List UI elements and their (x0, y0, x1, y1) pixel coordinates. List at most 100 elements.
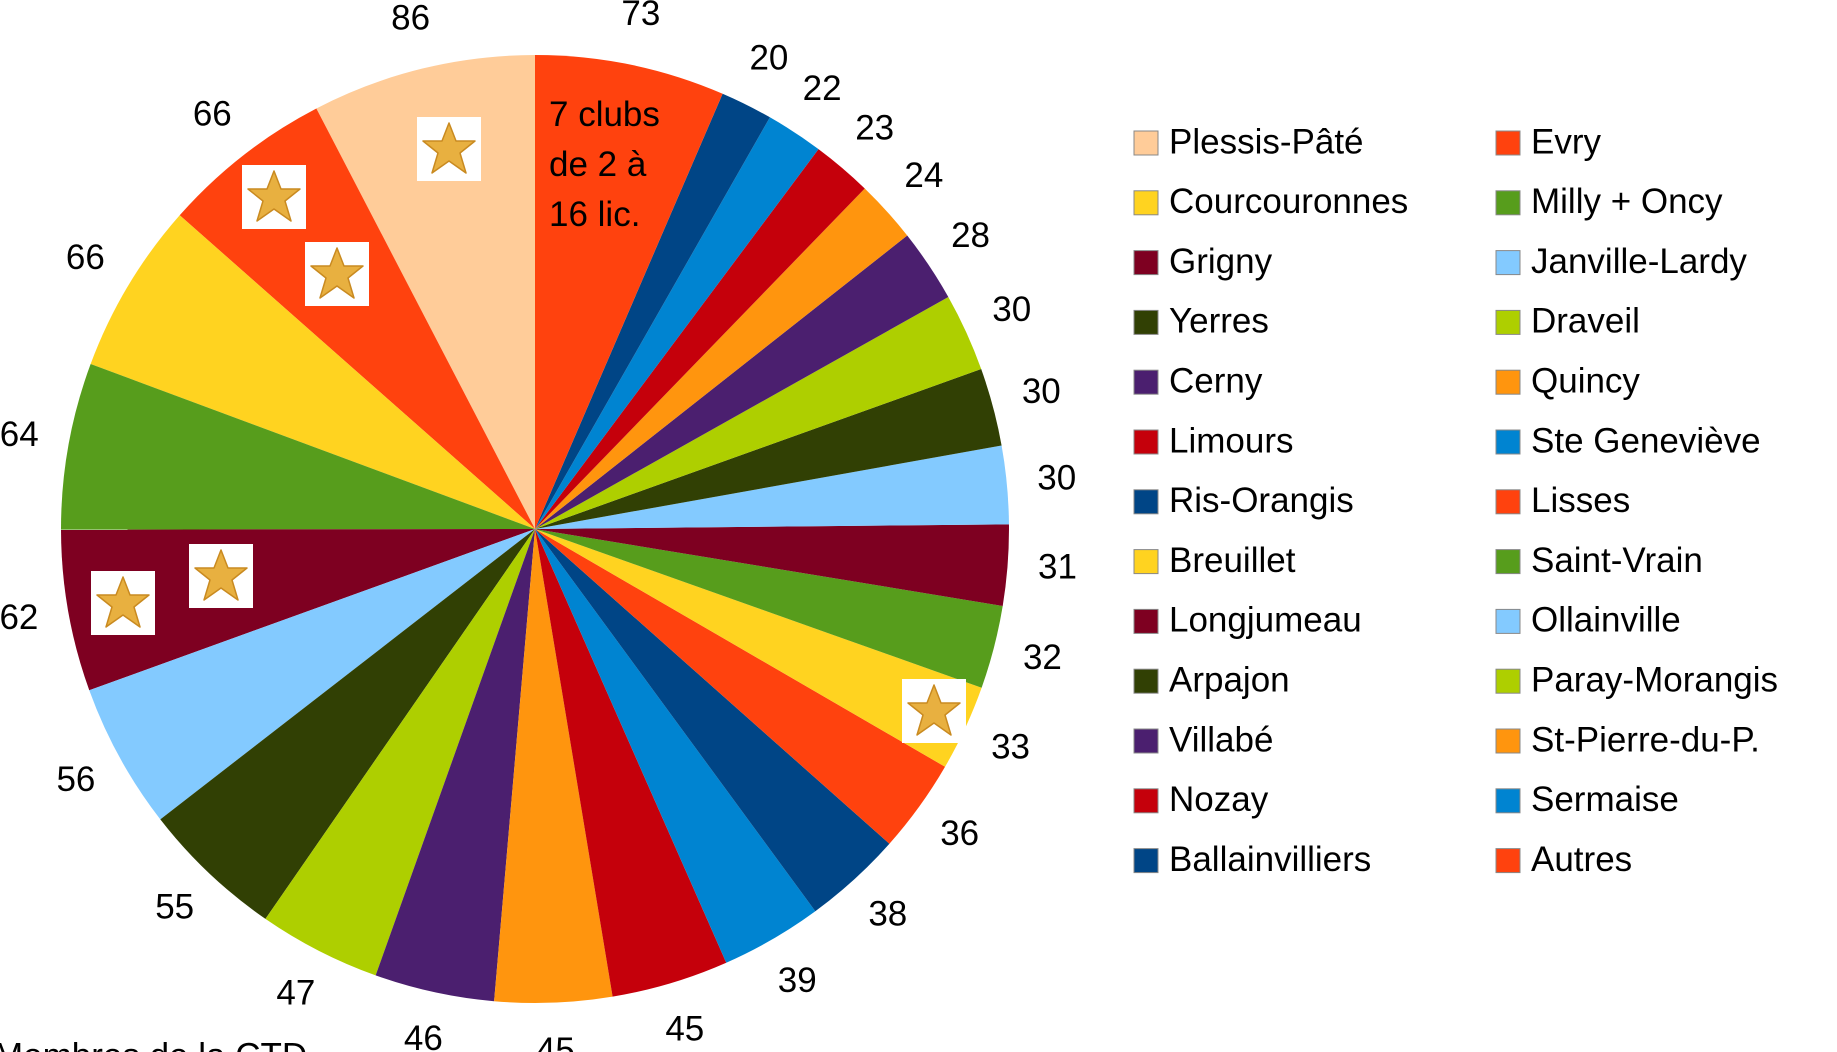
legend-swatch (1133, 848, 1159, 874)
star-icon (901, 678, 967, 744)
legend-label: Autres (1531, 840, 1632, 879)
star-icon (304, 241, 370, 307)
pie-slice (535, 188, 908, 529)
data-label: 39 (778, 961, 817, 1000)
data-label: 30 (1022, 372, 1061, 411)
legend-label: Plessis-Pâté (1169, 122, 1364, 161)
legend-swatch (1133, 309, 1159, 335)
legend-label: Yerres (1169, 302, 1269, 341)
legend-label: Ris-Orangis (1169, 481, 1354, 520)
pie-slice (265, 529, 535, 976)
pie-slice (375, 529, 535, 1002)
pie-slice (160, 529, 535, 919)
pie-slice (535, 445, 1009, 529)
legend-label: Evry (1531, 122, 1602, 161)
legend-swatch (1133, 250, 1159, 276)
pie-slice (535, 529, 727, 997)
data-label: 73 (621, 0, 660, 33)
pie-slice (61, 529, 536, 691)
legend-label: Draveil (1531, 302, 1640, 341)
annotation-line: de 2 à (549, 145, 647, 184)
footnote: Membres de la CTD (0, 1036, 307, 1052)
data-label: 24 (904, 156, 943, 195)
legend-label: Longjumeau (1169, 601, 1362, 640)
legend-swatch (1495, 429, 1521, 455)
legend-label: Ollainville (1531, 601, 1681, 640)
data-label: 20 (749, 38, 788, 77)
legend-label: Ballainvilliers (1169, 840, 1371, 879)
pie-slice (535, 93, 770, 529)
data-label: 36 (940, 814, 979, 853)
legend-label: Cerny (1169, 361, 1263, 400)
legend-label: Ste Geneviève (1531, 421, 1761, 460)
legend-swatch (1495, 130, 1521, 156)
legend-swatch (1495, 190, 1521, 216)
legend-label: Quincy (1531, 361, 1640, 400)
legend-swatch (1495, 489, 1521, 515)
pie-slice (535, 529, 816, 963)
data-label: 46 (404, 1019, 443, 1052)
legend-label: Breuillet (1169, 541, 1296, 580)
legend-label: Saint-Vrain (1531, 541, 1703, 580)
legend-swatch (1133, 728, 1159, 754)
star-icon (90, 570, 156, 636)
legend-label: Limours (1169, 421, 1293, 460)
data-label: 33 (991, 727, 1030, 766)
legend-label: Milly + Oncy (1531, 182, 1723, 221)
legend-label: Lisses (1531, 481, 1630, 520)
legend-label: Villabé (1169, 720, 1273, 759)
annotation-line: 7 clubs (549, 95, 660, 134)
legend-swatch (1133, 489, 1159, 515)
data-label: 86 (391, 0, 430, 37)
data-label: 23 (855, 108, 894, 147)
legend-swatch (1495, 369, 1521, 395)
data-label: 30 (1037, 458, 1076, 497)
data-label: 22 (803, 69, 842, 108)
data-label: 28 (951, 216, 990, 255)
pie-slice (494, 529, 613, 1003)
legend-swatch (1133, 549, 1159, 575)
star-icon (188, 543, 254, 609)
pie-slice (61, 364, 535, 530)
legend-swatch (1133, 369, 1159, 395)
data-label: 45 (536, 1031, 575, 1052)
pie-slice (90, 215, 536, 529)
pie-slice (535, 524, 1009, 606)
data-label: 47 (276, 974, 315, 1013)
legend-swatch (1495, 608, 1521, 634)
annotation: 7 clubs de 2 à 16 lic. (549, 95, 660, 234)
legend-label: Janville-Lardy (1531, 242, 1747, 281)
legend-label: Sermaise (1531, 780, 1679, 819)
data-label: 66 (193, 94, 232, 133)
star-icon (416, 116, 482, 182)
legend-swatch (1495, 549, 1521, 575)
legend-label: St-Pierre-du-P. (1531, 720, 1760, 759)
data-label: 64 (0, 415, 39, 454)
pie-slice (535, 529, 1003, 688)
data-label: 31 (1038, 547, 1077, 586)
legend-label: Grigny (1169, 242, 1273, 281)
pie-slice (535, 529, 890, 912)
legend-swatch (1133, 608, 1159, 634)
data-label: 30 (992, 290, 1031, 329)
star-icon (241, 164, 307, 230)
legend-swatch (1133, 788, 1159, 814)
legend-swatch (1495, 788, 1521, 814)
legend-label: Arpajon (1169, 660, 1290, 699)
legend-label: Paray-Morangis (1531, 660, 1778, 699)
legend-swatch (1495, 309, 1521, 335)
legend-swatch (1495, 668, 1521, 694)
pie-slice (535, 529, 946, 844)
legend-swatch (1133, 429, 1159, 455)
data-label: 55 (155, 888, 194, 927)
data-label: 56 (56, 760, 95, 799)
pie-slice (535, 235, 949, 529)
legend-label: Courcouronnes (1169, 182, 1408, 221)
pie-slice (535, 369, 1002, 529)
pie-slice (535, 149, 865, 529)
legend-label: Nozay (1169, 780, 1269, 819)
legend-swatch (1495, 728, 1521, 754)
pie-slice (535, 55, 723, 529)
data-label: 62 (0, 598, 38, 637)
